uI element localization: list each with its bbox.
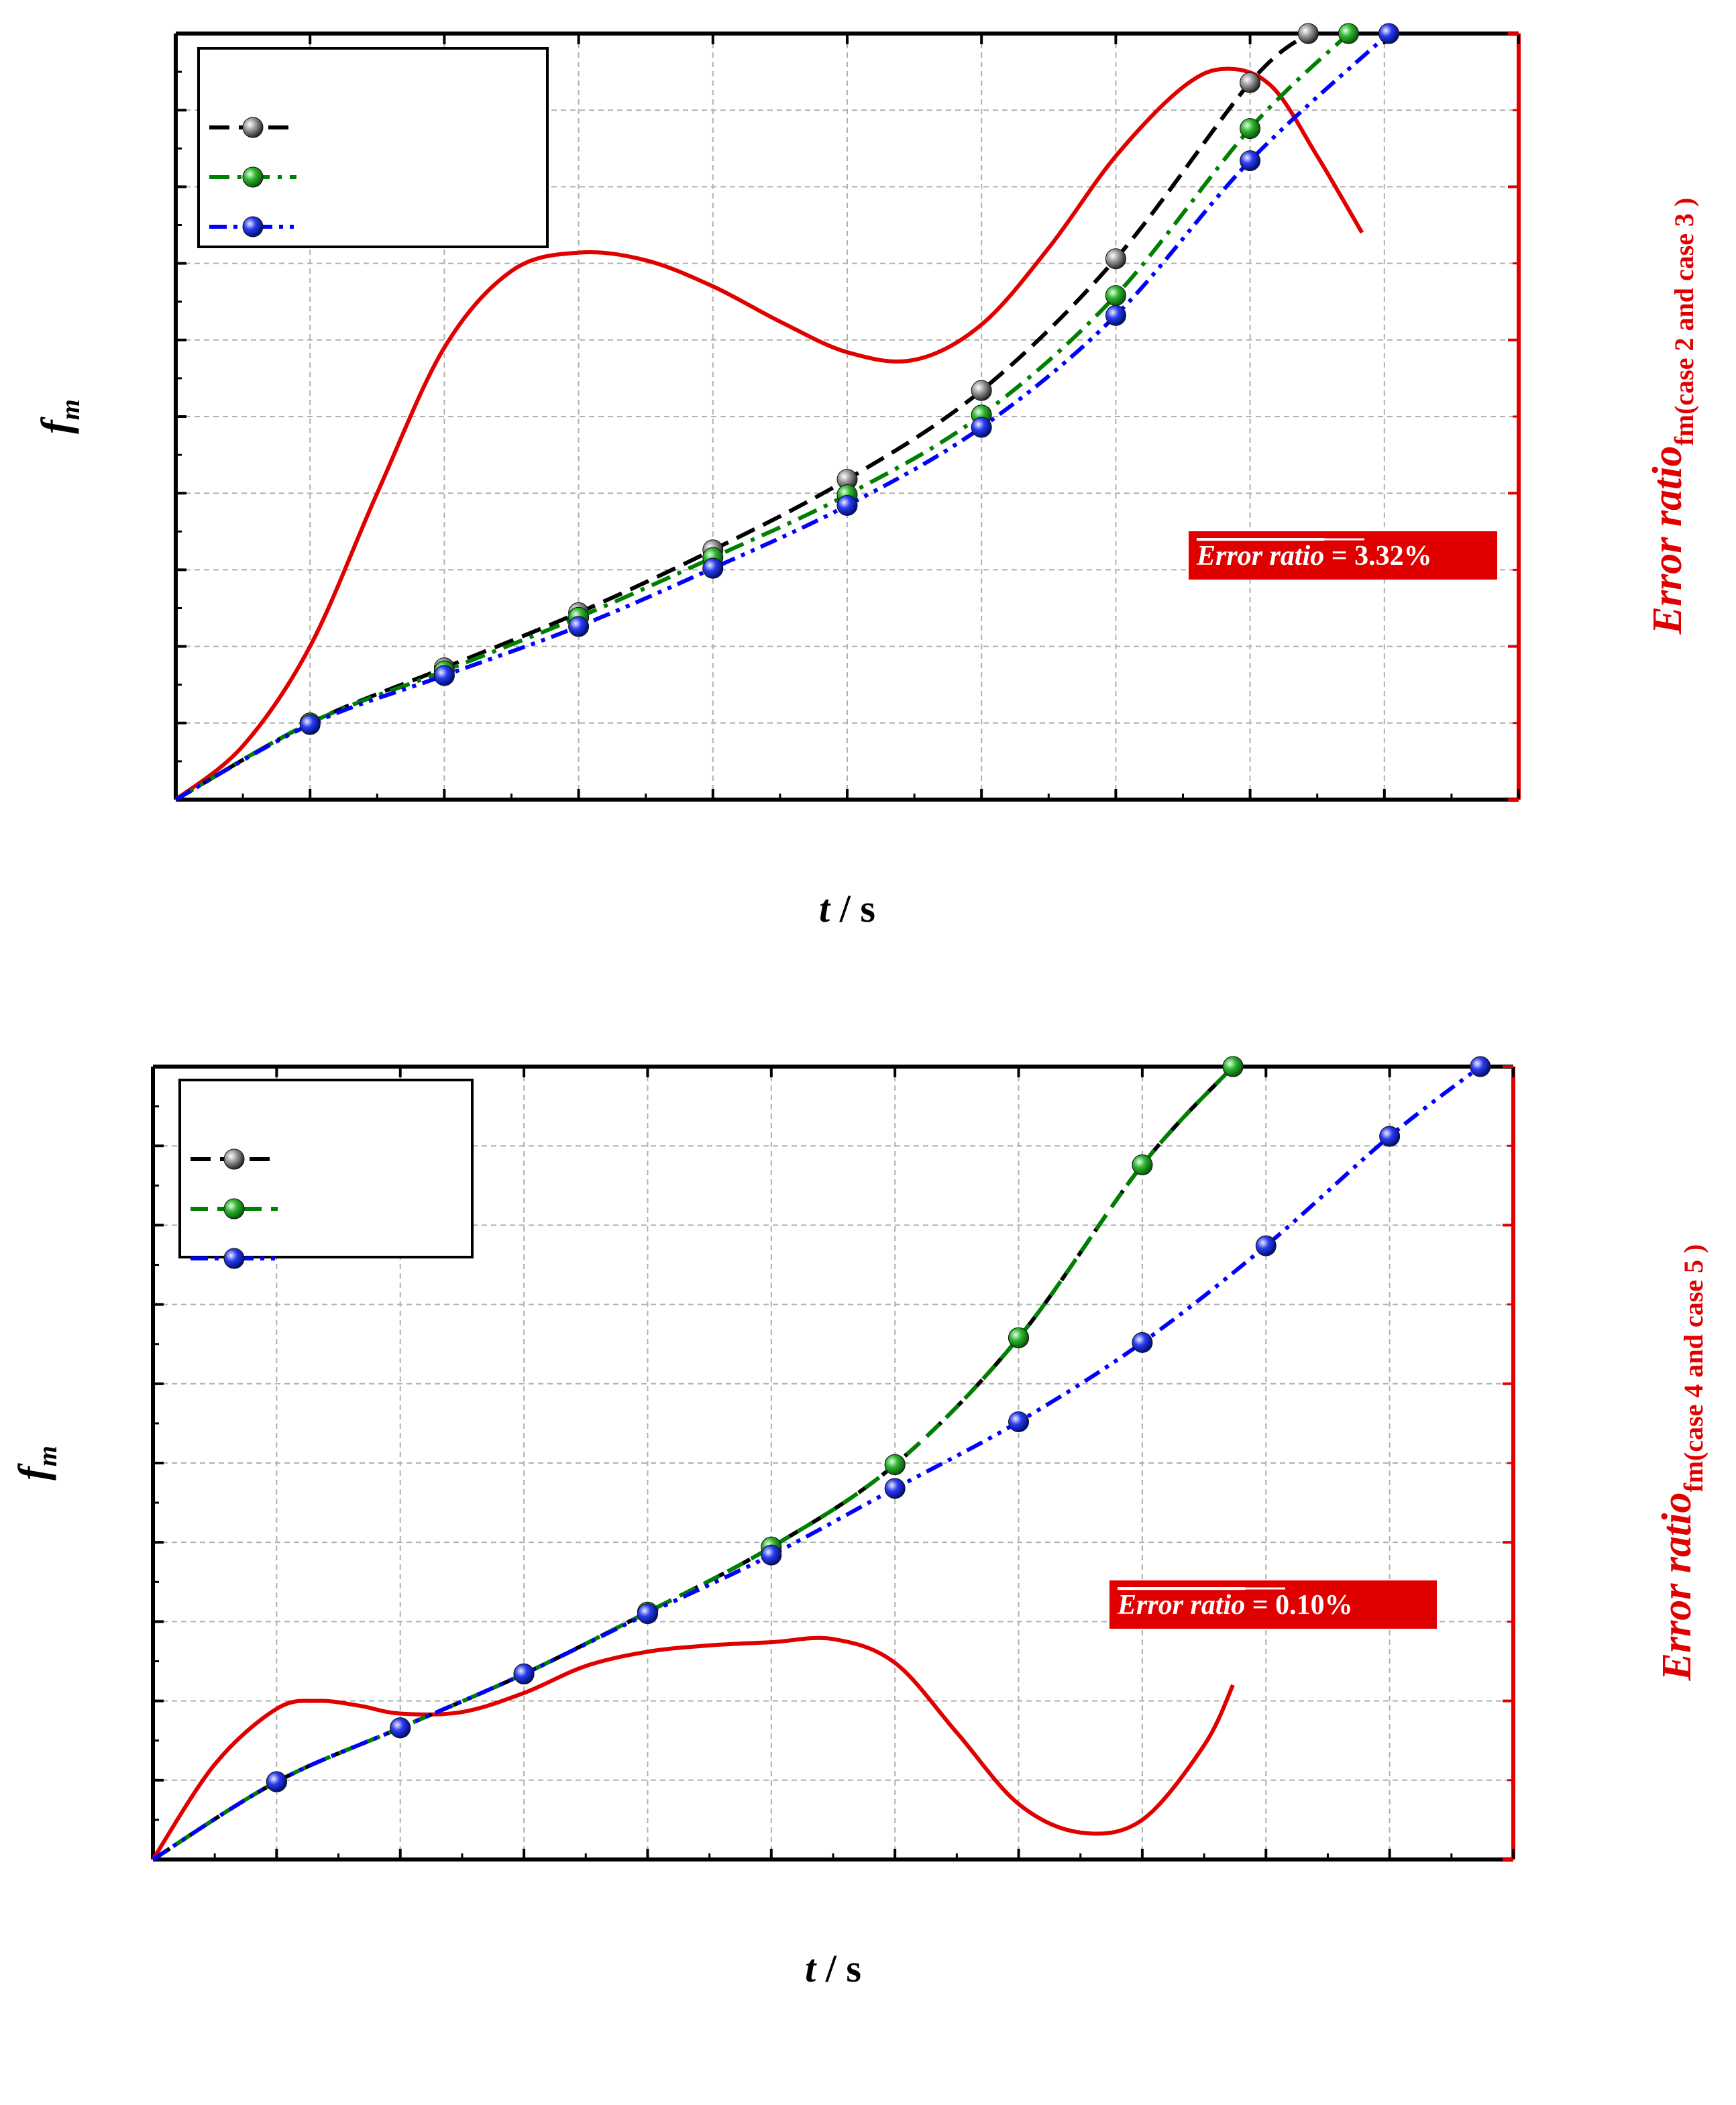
legend: [178, 1079, 474, 1269]
data-point-marker: [637, 1603, 658, 1625]
data-point-marker: [1222, 1056, 1244, 1077]
error-ratio-line: [174, 66, 1364, 802]
series-line: [152, 1065, 1482, 1861]
annotation-label: Error ratio: [1196, 541, 1324, 572]
data-point-marker: [1105, 305, 1126, 326]
series-line: [174, 32, 1391, 802]
data-point-marker: [1105, 285, 1126, 307]
y2-axis-title-main: Error ratio: [1645, 446, 1690, 635]
series-2: [174, 23, 1399, 802]
y2-axis-title-subscript: fm(case 4 and case 5 ): [1678, 1244, 1708, 1493]
annotation-value: = 3.32%: [1324, 541, 1431, 572]
x-axis-title-variable: t: [819, 887, 831, 930]
annotation-label: Error ratio: [1117, 1590, 1245, 1621]
y2-axis-title: Error ratiofm(case 4 and case 5 ): [1654, 1244, 1708, 1682]
annotation-text: Error ratio = 3.32%: [1196, 541, 1432, 572]
data-point-marker: [1008, 1327, 1030, 1348]
legend-box: [197, 47, 549, 248]
x-axis-title-variable: t: [805, 1947, 817, 1990]
data-point-marker: [836, 494, 858, 516]
data-point-marker: [761, 1544, 782, 1566]
legend-marker-sample: [223, 1248, 245, 1269]
data-point-marker: [1008, 1411, 1030, 1433]
series-2: [152, 1056, 1491, 1861]
data-point-marker: [971, 417, 992, 438]
y2-axis-title-main: Error ratio: [1654, 1493, 1700, 1682]
x-axis-title-unit: / s: [830, 887, 875, 930]
data-point-marker: [513, 1663, 535, 1684]
data-point-marker: [266, 1771, 287, 1792]
grid-lines: [153, 1067, 1513, 1859]
x-axis-title-unit: / s: [816, 1947, 861, 1990]
y-axis-title: fm: [11, 1446, 62, 1480]
data-point-marker: [1255, 1235, 1277, 1256]
data-point-marker: [1338, 23, 1359, 44]
legend-marker-sample: [223, 1148, 245, 1170]
y2-axis-title: Error ratiofm(case 2 and case 3 ): [1645, 198, 1699, 635]
data-point-marker: [1470, 1056, 1491, 1077]
data-point-marker: [1297, 23, 1319, 44]
data-point-marker: [1240, 72, 1261, 93]
data-point-marker: [971, 380, 992, 401]
data-point-marker: [390, 1717, 411, 1739]
x-axis-title: t / s: [819, 887, 875, 930]
data-point-marker: [1240, 150, 1261, 172]
legend-marker-sample: [242, 166, 264, 188]
legend-marker-sample: [242, 216, 264, 237]
data-point-marker: [1132, 1332, 1153, 1353]
series-line: [174, 32, 1310, 802]
data-point-marker: [1379, 1126, 1401, 1147]
y2-axis-title-subscript: fm(case 2 and case 3 ): [1669, 198, 1699, 446]
annotation-text: Error ratio = 0.10%: [1117, 1590, 1353, 1621]
legend: [197, 47, 549, 248]
x-axis-title: t / s: [805, 1947, 861, 1990]
average-error-annotation: Error ratio = 3.32%: [1189, 531, 1497, 580]
y-axis-title-subscript: m: [55, 399, 85, 420]
data-point-marker: [884, 1454, 906, 1475]
data-point-marker: [299, 714, 321, 735]
data-point-marker: [1105, 248, 1126, 270]
legend-marker-sample: [242, 117, 264, 138]
data-point-marker: [568, 616, 590, 637]
legend-box: [178, 1079, 474, 1258]
data-point-marker: [433, 665, 455, 686]
y-axis-title-subscript: m: [32, 1446, 62, 1466]
series-line: [174, 32, 1350, 802]
average-error-annotation: Error ratio = 0.10%: [1109, 1580, 1437, 1629]
legend-marker-sample: [223, 1198, 245, 1220]
annotation-value: = 0.10%: [1245, 1590, 1352, 1621]
y-axis-title: fm: [34, 399, 85, 434]
data-point-marker: [1240, 118, 1261, 140]
data-point-marker: [1132, 1154, 1153, 1176]
data-point-marker: [702, 557, 724, 579]
series-line: [152, 1065, 1235, 1861]
data-point-marker: [884, 1478, 906, 1499]
error-ratio-line: [151, 1635, 1235, 1861]
data-point-marker: [1378, 23, 1399, 44]
